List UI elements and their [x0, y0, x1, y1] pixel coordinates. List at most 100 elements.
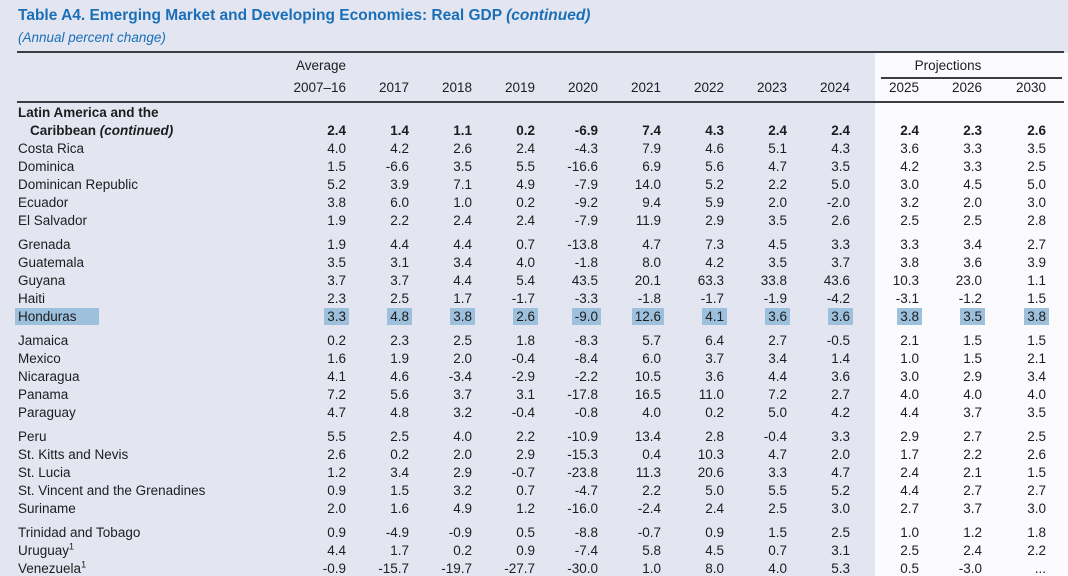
projections-underline: [881, 77, 1062, 79]
country-name: Mexico: [18, 350, 283, 368]
gdp-value-cell: 2.1: [850, 332, 919, 350]
gdp-value: -1.7: [700, 291, 724, 306]
gdp-value: 43.6: [823, 273, 850, 288]
gdp-value-cell: 13.4: [598, 428, 661, 446]
gdp-value: 1.8: [1027, 525, 1046, 540]
gdp-value-cell: 3.8: [283, 194, 346, 212]
gdp-value: -4.9: [385, 525, 409, 540]
gdp-value-cell: 43.6: [787, 272, 850, 290]
gdp-value: 3.7: [390, 273, 409, 288]
gdp-value: 3.0: [1027, 195, 1046, 210]
gdp-value-cell: 2.7: [850, 500, 919, 518]
gdp-value-cell: 1.5: [982, 332, 1046, 350]
gdp-value-cell: 3.5: [724, 254, 787, 272]
gdp-value: 1.8: [516, 333, 535, 348]
gdp-value: 7.4: [642, 123, 661, 138]
gdp-value: -7.4: [574, 543, 598, 558]
gdp-value-cell: 4.7: [787, 464, 850, 482]
gdp-value: 3.8: [900, 255, 919, 270]
gdp-value: 0.7: [768, 543, 787, 558]
gdp-value: 2.7: [831, 387, 850, 402]
gdp-value-cell: 0.9: [661, 524, 724, 542]
gdp-value-cell: -0.7: [598, 524, 661, 542]
gdp-value-cell: 1.4: [346, 122, 409, 140]
gdp-value-cell: 2.6: [472, 308, 538, 326]
gdp-value-cell: 0.2: [409, 542, 472, 560]
gdp-value: -4.7: [574, 483, 598, 498]
gdp-value: 4.0: [453, 429, 472, 444]
gdp-value-cell: -13.8: [535, 236, 598, 254]
country-name-label: Mexico: [18, 351, 61, 366]
gdp-value-cell: 1.9: [283, 236, 346, 254]
gdp-value: 0.4: [642, 447, 661, 462]
gdp-value: -3.1: [895, 291, 919, 306]
gdp-value: 63.3: [697, 273, 724, 288]
gdp-value: 1.5: [390, 483, 409, 498]
gdp-value-cell: 1.4: [787, 350, 850, 368]
table-row: Paraguay 4.7 4.8 3.2 -0.4 -0.8 4.0 0.2 5.0 4.2 4.4…: [18, 404, 1046, 422]
gdp-value: 3.5: [1027, 405, 1046, 420]
gdp-value: 1.1: [1027, 273, 1046, 288]
gdp-value: -0.5: [826, 333, 850, 348]
gdp-value: 1.0: [453, 195, 472, 210]
gdp-value-cell: 6.9: [598, 158, 661, 176]
gdp-value-cell: 3.1: [346, 254, 409, 272]
gdp-value: 2.9: [453, 465, 472, 480]
gdp-value: 2.0: [768, 195, 787, 210]
gdp-value-cell: 1.2: [283, 464, 346, 482]
gdp-value: 3.3: [768, 465, 787, 480]
gdp-value-cell: 1.0: [598, 560, 661, 576]
gdp-value: -0.9: [322, 561, 346, 576]
country-name: Nicaragua: [18, 368, 283, 386]
gdp-value-cell: 0.2: [661, 404, 724, 422]
gdp-value-cell: -19.7: [409, 560, 472, 576]
gdp-value-cell: 0.2: [472, 194, 535, 212]
gdp-value: -3.0: [958, 561, 982, 576]
gdp-value-cell: 2.9: [661, 212, 724, 230]
gdp-value-cell: 5.6: [661, 158, 724, 176]
gdp-value-cell: 4.5: [661, 542, 724, 560]
gdp-value: 2.3: [327, 291, 346, 306]
gdp-value: 2.9: [963, 369, 982, 384]
gdp-value: 0.2: [516, 195, 535, 210]
gdp-value-cell: 5.2: [661, 176, 724, 194]
gdp-value: 2.5: [900, 213, 919, 228]
gdp-value-cell: 2.2: [346, 212, 409, 230]
gdp-value-cell: 3.3: [724, 464, 787, 482]
gdp-value: 2.7: [963, 483, 982, 498]
gdp-value: 2.4: [516, 213, 535, 228]
gdp-value-cell: 3.5: [787, 158, 850, 176]
gdp-value-cell: 2.6: [982, 122, 1046, 140]
gdp-value-cell: ...: [982, 560, 1046, 576]
gdp-value-cell: 0.4: [598, 446, 661, 464]
gdp-value-cell: 33.8: [724, 272, 787, 290]
gdp-value: -15.3: [567, 447, 598, 462]
gdp-value: 2.9: [516, 447, 535, 462]
gdp-value: 3.9: [390, 177, 409, 192]
gdp-value: 3.3: [900, 237, 919, 252]
gdp-value: ...: [1034, 561, 1046, 576]
gdp-value-cell: -0.9: [283, 560, 346, 576]
gdp-value: 4.0: [768, 561, 787, 576]
gdp-value-cell: 0.7: [472, 482, 535, 500]
table-title-continued: (continued): [506, 7, 591, 24]
column-header-average-period: 2007–16: [293, 80, 346, 95]
gdp-value-cell: 3.5: [919, 308, 985, 326]
country-name-label: Ecuador: [18, 195, 69, 210]
column-header-2017: 2017: [378, 80, 409, 95]
gdp-value: -30.0: [567, 561, 598, 576]
gdp-value-cell: 4.1: [283, 368, 346, 386]
gdp-value-cell: 1.6: [283, 350, 346, 368]
gdp-value: 3.6: [828, 308, 853, 325]
gdp-value: 3.5: [768, 255, 787, 270]
gdp-value-cell: 3.5: [409, 158, 472, 176]
gdp-value: 1.2: [963, 525, 982, 540]
gdp-value: 4.1: [327, 369, 346, 384]
gdp-value-cell: 0.2: [346, 446, 409, 464]
gdp-value: -2.0: [826, 195, 850, 210]
table-row: Dominican Republic 5.2 3.9 7.1 4.9 -7.9 14.0 5.…: [18, 176, 1046, 194]
gdp-value-cell: 1.5: [283, 158, 346, 176]
gdp-value-cell: 2.5: [346, 290, 409, 308]
gdp-value-cell: 5.0: [661, 482, 724, 500]
gdp-value: 1.5: [1027, 291, 1046, 306]
